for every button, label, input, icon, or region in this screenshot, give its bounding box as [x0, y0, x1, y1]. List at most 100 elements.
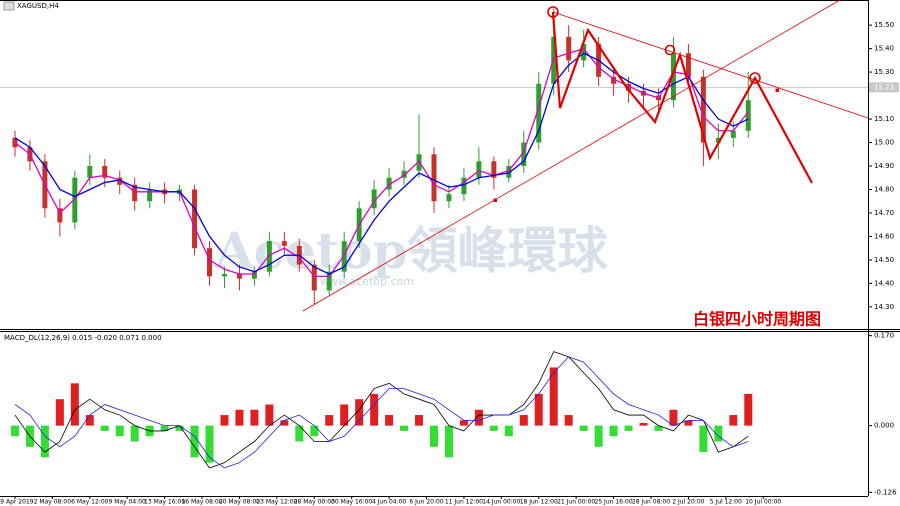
candle-body [117, 177, 123, 185]
y-tick-label: 14.90 [874, 162, 894, 170]
candle-body [102, 165, 108, 178]
marker [547, 6, 559, 18]
candle-body [581, 43, 587, 61]
x-tick-label: 30 May 16:00 [331, 499, 372, 506]
y-tick-label: 14.30 [874, 303, 894, 311]
x-tick-label: 11 Jun 12:00 [445, 499, 483, 506]
y-tick-label: 15.00 [874, 139, 894, 147]
histogram-bar [669, 409, 678, 426]
x-tick-label: 2 Jul 20:00 [672, 499, 704, 506]
histogram-bar [310, 425, 319, 437]
y-tick-label: 0.000 [874, 422, 894, 430]
histogram-bar [729, 415, 738, 426]
y-tick-label: 15.40 [874, 45, 894, 53]
y-tick-label: 14.70 [874, 209, 894, 217]
candle-body [715, 137, 721, 143]
y-tick-label: 0.170 [874, 332, 894, 340]
histogram-bar [459, 420, 468, 426]
histogram-bar [340, 404, 349, 426]
indicator-line [14, 356, 749, 469]
histogram-bar [430, 425, 438, 447]
candle-body [72, 177, 78, 223]
histogram-bar [250, 409, 259, 426]
y-tick-label: 14.60 [874, 232, 894, 240]
histogram-bar [355, 399, 364, 426]
candle-body [236, 273, 242, 279]
histogram-bar [699, 425, 708, 453]
candle-body [57, 208, 63, 223]
trend-line [552, 11, 869, 119]
current-price-label: 15.23 [874, 83, 894, 91]
histogram-bar [549, 367, 558, 426]
histogram-bar [639, 422, 648, 426]
candle-body [626, 83, 632, 91]
x-tick-label: 2 May 08:00 [34, 499, 72, 506]
marker [775, 88, 779, 92]
watermark: Acetop領峰環球 [214, 221, 608, 280]
candle-body [266, 241, 272, 272]
candle-body [401, 170, 407, 178]
x-tick-label: 18 Jun 12:00 [520, 499, 558, 506]
histogram-bar [519, 415, 528, 426]
histogram-bar [444, 425, 453, 458]
candle-body [521, 142, 527, 166]
histogram-bar [534, 393, 543, 426]
candle-body [386, 177, 392, 190]
x-tick-label: 21 Jun 00:00 [557, 499, 595, 506]
candle-body [730, 130, 736, 138]
x-tick-label: 10 Jul 00:00 [745, 499, 781, 506]
marker [493, 198, 497, 202]
histogram-bar [40, 425, 49, 458]
histogram-bar [235, 409, 244, 426]
histogram-bar [100, 425, 109, 431]
histogram-bar [220, 415, 229, 426]
histogram-bar [115, 425, 124, 437]
candle-body [192, 189, 198, 249]
x-tick-label: 4 Jun 04:00 [372, 499, 406, 506]
histogram-bar [609, 425, 618, 437]
candle-body [311, 264, 317, 291]
x-tick-label: 25 Jun 16:00 [595, 499, 633, 506]
histogram-bar [489, 425, 498, 431]
histogram-bar [684, 420, 693, 426]
candle-body [251, 271, 257, 279]
histogram-bar [504, 425, 513, 437]
x-tick-label: 13 May 16:00 [144, 499, 185, 506]
histogram-bar [160, 425, 169, 431]
candle-body [461, 177, 467, 195]
histogram-bar [325, 415, 334, 426]
moving-average [14, 52, 749, 275]
candle-body [476, 161, 482, 178]
candle-body [446, 194, 452, 202]
histogram-bar [564, 415, 573, 426]
histogram-bar [594, 425, 603, 447]
x-tick-label: 6 May 12:00 [71, 499, 109, 506]
x-tick-label: 29 Apr 2019 [0, 499, 34, 506]
candle-body [221, 273, 227, 277]
histogram-bar [85, 415, 94, 426]
histogram-bar [400, 425, 409, 431]
candle-body [371, 189, 377, 209]
current-price-box [869, 82, 899, 93]
y-tick-label: 15.30 [874, 68, 894, 76]
x-tick-label: 28 May 00:00 [294, 499, 335, 506]
candle-body [132, 184, 138, 202]
wave-path [551, 11, 813, 184]
y-tick-label: 14.40 [874, 279, 894, 287]
candle-body [670, 53, 676, 101]
chart-title: XAGUSD,H4 [17, 2, 59, 10]
histogram-bar [474, 409, 483, 426]
candle-body [700, 76, 706, 143]
candle-body [207, 248, 213, 277]
watermark-url: www.acetop.com [320, 275, 414, 288]
drawings [302, 0, 869, 312]
candle-body [745, 100, 751, 131]
histogram-bar [265, 404, 274, 426]
histogram-bar [130, 425, 139, 442]
y-tick-label: 15.50 [874, 21, 894, 29]
x-tick-label: 14 Jun 00:00 [482, 499, 520, 506]
x-tick-label: 6 Jun 20:00 [409, 499, 443, 506]
candle-body [506, 165, 512, 178]
candle-body [431, 154, 437, 202]
